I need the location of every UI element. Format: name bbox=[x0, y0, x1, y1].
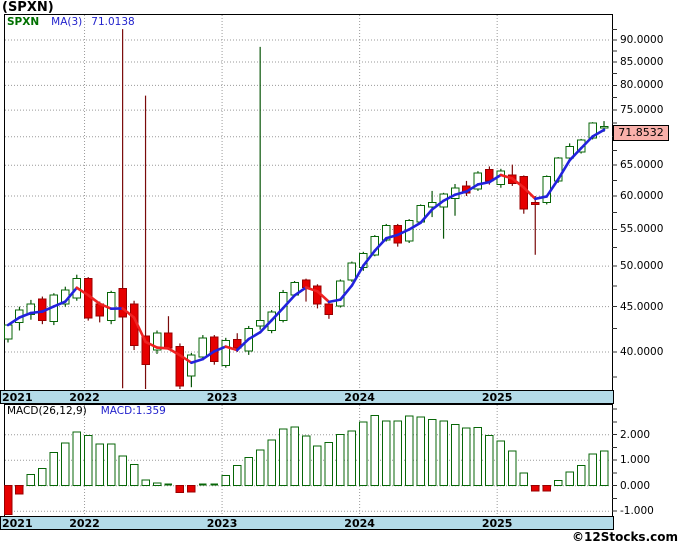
price-axis-label-55.0000: 55.0000 bbox=[620, 223, 664, 236]
price-axis-label-75.0000: 75.0000 bbox=[620, 104, 664, 117]
page-title: (SPXN) bbox=[2, 0, 54, 15]
price-axis-label-60.0000: 60.0000 bbox=[620, 190, 664, 202]
price-axis-label-80.0000: 80.0000 bbox=[620, 79, 664, 92]
macd-axis-label-2.000: 2.000 bbox=[620, 428, 651, 441]
year-label-2025-band2: 2025 bbox=[481, 517, 513, 530]
year-label-2021-band1: 2021 bbox=[2, 391, 33, 404]
price-axis-label-65.0000: 65.0000 bbox=[620, 159, 664, 172]
year-label-2021-band2: 2021 bbox=[2, 517, 33, 530]
year-label-2023-band2: 2023 bbox=[206, 517, 238, 530]
symbol-label: SPXN bbox=[7, 16, 40, 28]
macd-bars bbox=[3, 415, 609, 516]
year-label-2025-band1: 2025 bbox=[481, 391, 513, 404]
ma-line bbox=[6, 128, 606, 365]
ma-label: MA(3) bbox=[51, 16, 83, 28]
price-axis-label-90.0000: 90.0000 bbox=[620, 34, 664, 47]
candle-bodies bbox=[3, 122, 609, 387]
price-axis-label-85.0000: 85.0000 bbox=[620, 56, 664, 68]
macd-axis-label--1.000: -1.000 bbox=[620, 505, 654, 518]
price-axis-label-50.0000: 50.0000 bbox=[620, 260, 664, 273]
ma-value: 71.0138 bbox=[91, 16, 135, 28]
price-axis-label-45.0000: 45.0000 bbox=[620, 300, 664, 313]
price-chart-legend: SPXN MA(3) 71.0138 bbox=[7, 16, 135, 28]
macd-axis-label-0.000: 0.000 bbox=[620, 479, 651, 492]
candle-wicks bbox=[7, 29, 605, 389]
price-gridlines bbox=[5, 39, 611, 353]
year-label-2023-band1: 2023 bbox=[206, 391, 238, 404]
year-label-2024-band2: 2024 bbox=[344, 517, 375, 530]
macd-axis-label-1.000: 1.000 bbox=[620, 454, 651, 467]
price-axis-label-40.0000: 40.0000 bbox=[620, 345, 664, 358]
price-axis-ticks bbox=[612, 28, 617, 378]
macd-params-label: MACD(26,12,9) bbox=[7, 405, 87, 417]
year-label-2022-band2: 2022 bbox=[69, 517, 100, 530]
copyright: ©12Stocks.com bbox=[572, 530, 678, 544]
year-label-2024-band1: 2024 bbox=[344, 391, 375, 404]
last-price-badge: 71.8532 bbox=[613, 125, 669, 141]
year-label-2022-band1: 2022 bbox=[69, 391, 100, 404]
macd-axis-ticks bbox=[612, 408, 617, 512]
x-axis-bands bbox=[0, 390, 614, 530]
macd-legend: MACD(26,12,9) MACD:1.359 bbox=[7, 405, 166, 417]
macd-value: MACD:1.359 bbox=[100, 405, 166, 417]
